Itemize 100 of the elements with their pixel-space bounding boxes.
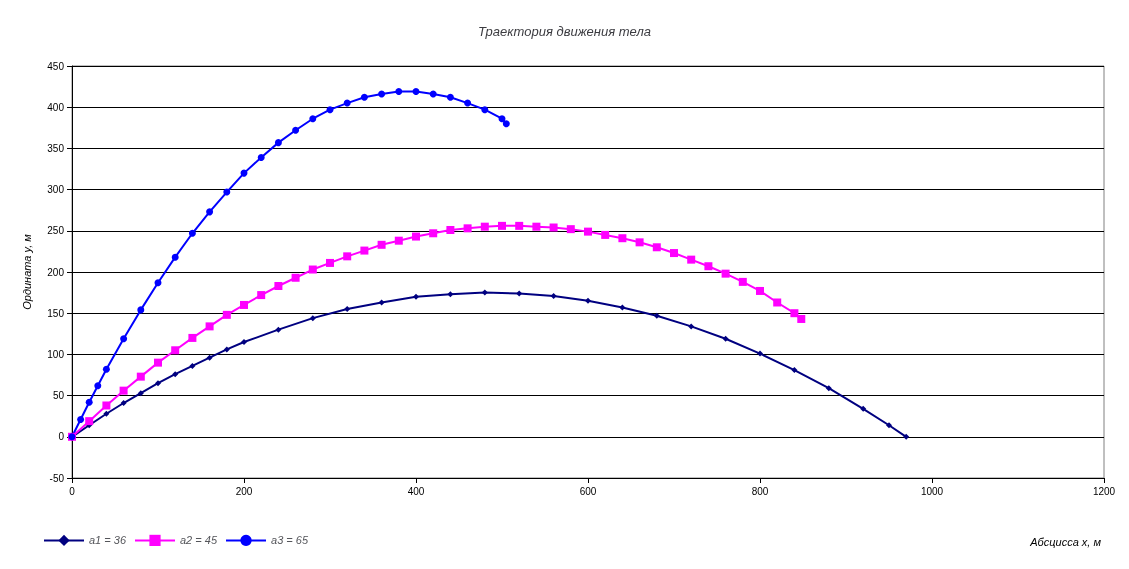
point (498, 115, 506, 123)
point (154, 279, 162, 287)
point (480, 222, 489, 231)
chart-title: Траектория движения тела (478, 24, 651, 39)
x-tick-label: 0 (69, 485, 76, 497)
point (309, 115, 317, 123)
point (223, 188, 231, 196)
point (137, 306, 145, 314)
y-tick-label: 350 (47, 142, 65, 154)
point (413, 293, 419, 300)
point (257, 153, 265, 161)
point (378, 90, 386, 98)
point (738, 277, 747, 286)
point (275, 326, 282, 333)
point (377, 240, 386, 249)
point (291, 273, 300, 282)
legend-label: a2 = 45 (180, 534, 218, 547)
legend-label: a3 = 65 (271, 534, 309, 547)
point (515, 221, 524, 230)
point (241, 339, 247, 346)
point (326, 106, 334, 114)
point (102, 401, 111, 410)
point (481, 106, 489, 114)
point (825, 385, 832, 392)
point (343, 99, 351, 107)
point (773, 298, 782, 307)
point (189, 362, 196, 369)
point (360, 246, 369, 255)
point (188, 333, 197, 342)
point (274, 139, 282, 147)
point (498, 221, 506, 230)
point (860, 405, 867, 412)
legend-label: a1 = 36 (89, 534, 127, 547)
point (652, 243, 661, 252)
point (94, 382, 102, 390)
point (687, 255, 696, 264)
y-tick-label: 450 (47, 60, 65, 72)
point (721, 269, 730, 278)
point (584, 227, 592, 236)
point (619, 304, 626, 311)
point (429, 90, 437, 98)
point (585, 297, 591, 304)
point (566, 225, 575, 234)
point (797, 314, 806, 323)
point (77, 416, 85, 423)
point (206, 354, 213, 361)
point (85, 417, 94, 426)
point (394, 236, 403, 245)
x-tick-label: 1200 (1092, 485, 1116, 497)
point (722, 335, 729, 342)
point (119, 386, 128, 395)
point (618, 234, 627, 243)
x-tick-label: 200 (235, 485, 253, 497)
point (120, 400, 127, 407)
point (155, 380, 161, 387)
y-tick-label: 300 (47, 184, 65, 196)
point (103, 410, 110, 417)
point (344, 306, 351, 313)
point (653, 312, 660, 319)
y-tick-label: 100 (47, 348, 65, 360)
point (395, 88, 403, 96)
point (549, 223, 558, 232)
y-tick-label: 250 (47, 225, 65, 237)
point (240, 300, 248, 309)
point (790, 309, 799, 318)
point (378, 299, 385, 306)
point (292, 126, 300, 134)
point (704, 262, 713, 271)
point (274, 282, 283, 291)
y-tick-label: -50 (49, 472, 65, 484)
point (308, 265, 317, 274)
point (429, 229, 438, 238)
point (502, 120, 510, 128)
point (137, 390, 144, 397)
point (670, 249, 678, 258)
y-tick-label: 0 (58, 431, 65, 443)
y-tick-label: 200 (47, 266, 65, 278)
point (446, 225, 455, 234)
point (343, 252, 352, 261)
point (136, 372, 145, 381)
point (903, 433, 910, 440)
point (516, 290, 523, 297)
y-tick-label: 400 (47, 101, 65, 113)
point (154, 358, 162, 367)
point (172, 371, 179, 378)
point (532, 222, 541, 231)
point (635, 238, 644, 247)
point (360, 93, 368, 101)
point (757, 350, 763, 357)
point (412, 232, 420, 241)
point (464, 99, 472, 107)
point (447, 291, 454, 298)
point (102, 365, 110, 373)
y-axis-title: Ордината y, м (20, 233, 33, 310)
point (206, 208, 214, 216)
point (85, 398, 93, 406)
point (412, 88, 420, 96)
point (120, 335, 128, 343)
x-tick-label: 1000 (920, 485, 944, 497)
point (463, 224, 472, 233)
